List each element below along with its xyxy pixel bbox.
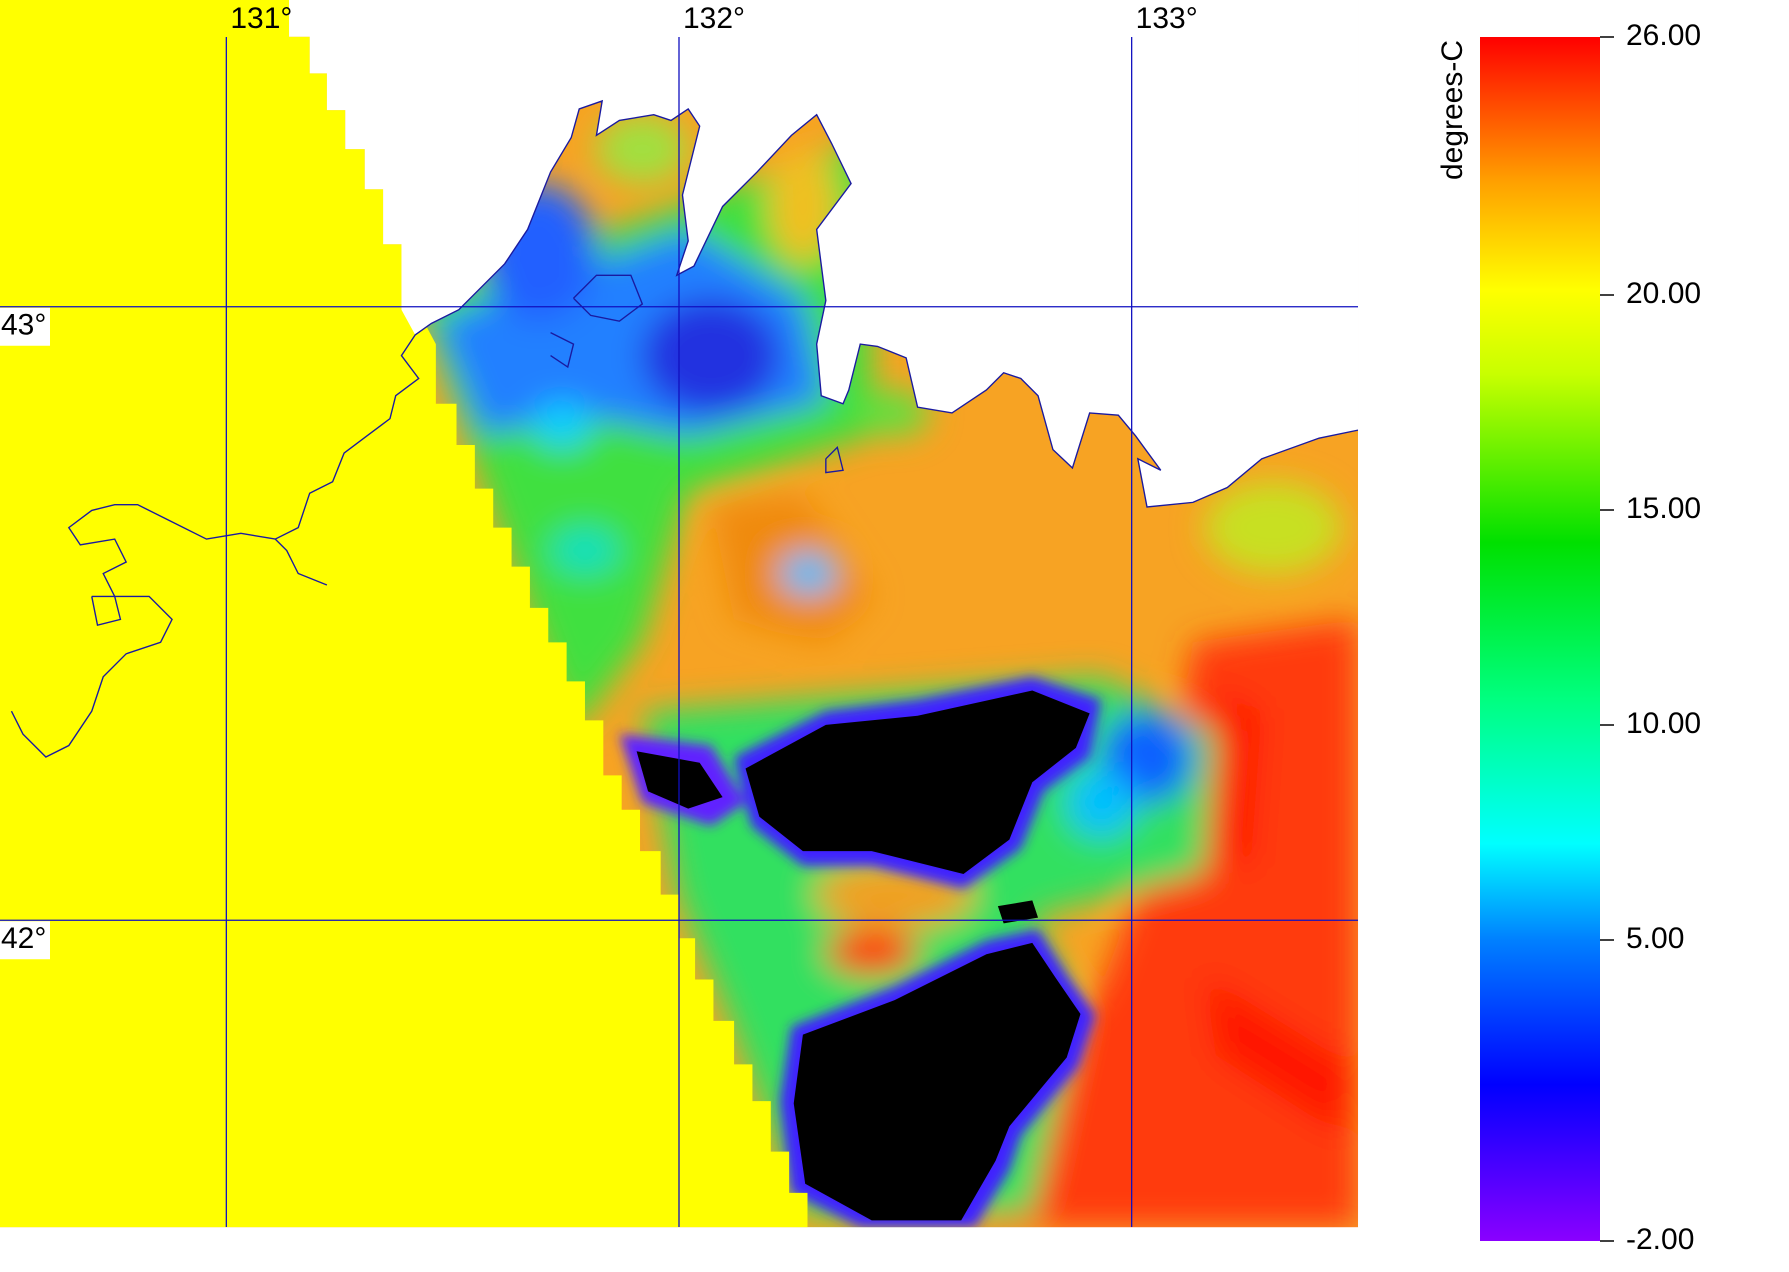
colorbar-tick-label: 20.00 [1626,277,1701,310]
lat-label-bg [0,307,50,346]
colorbar-tick-label: 5.00 [1626,922,1684,955]
lon-label: 132° [683,2,745,35]
lon-label: 131° [230,2,292,35]
graticule [0,37,1358,1227]
colorbar-tick-label: 10.00 [1626,707,1701,740]
land [289,0,1359,507]
colorbar-tick-label: -2.00 [1626,1223,1694,1256]
lat-label: 42° [1,922,46,955]
coastline [10,99,1359,758]
lat-label-bg [0,921,50,960]
colorbar-label: degrees-C [1436,40,1469,180]
lat-label: 43° [1,309,46,342]
lon-label: 133° [1136,2,1198,35]
cloud-mask [636,690,1090,1221]
colorbar [1480,37,1600,1241]
colorbar-tick-label: 15.00 [1626,492,1701,525]
colorbar-tick-label: 26.00 [1626,19,1701,52]
